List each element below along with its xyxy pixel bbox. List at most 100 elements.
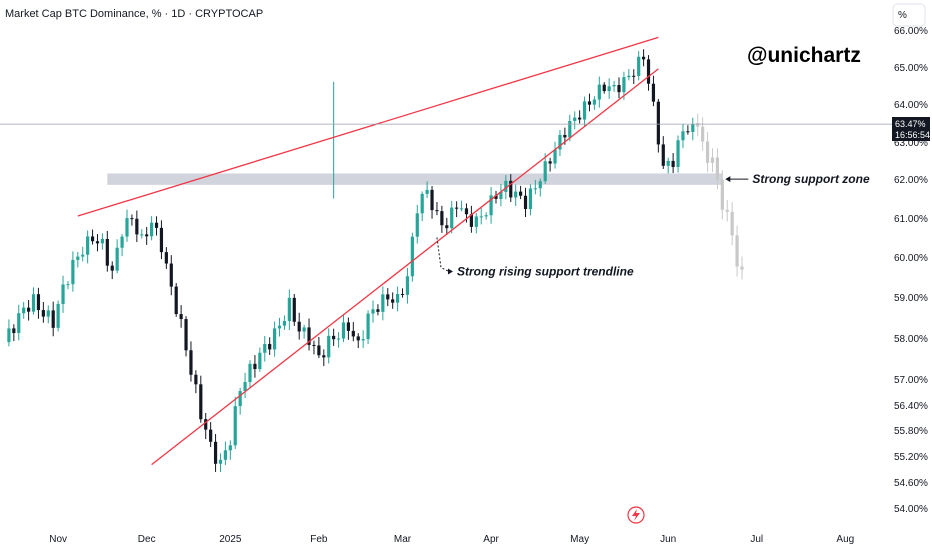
- candle: [420, 191, 424, 221]
- candle: [548, 157, 552, 172]
- candle: [204, 412, 208, 440]
- candle: [179, 305, 183, 328]
- candle: [533, 179, 537, 195]
- candle: [400, 288, 405, 298]
- candle: [356, 333, 360, 349]
- projected-candle: [720, 170, 724, 220]
- candle: [632, 69, 636, 85]
- candle: [213, 434, 218, 472]
- projected-candle: [730, 202, 734, 246]
- candle: [602, 82, 606, 94]
- candle: [95, 234, 100, 252]
- candle: [154, 216, 159, 236]
- y-tick-label: 65.00%: [894, 63, 928, 74]
- candle: [386, 288, 390, 307]
- y-tick-label: 55.20%: [894, 452, 928, 463]
- candle: [430, 186, 434, 219]
- axis-layer: 66.00% 65.00% 64.00% 63.00% 62.00% 61.00% 60.0…: [0, 26, 928, 545]
- watermark-handle: @unichartz: [747, 44, 861, 67]
- candle: [573, 111, 577, 130]
- candle: [194, 370, 198, 394]
- candle: [514, 184, 518, 206]
- candle: [617, 77, 621, 99]
- candle: [233, 396, 237, 450]
- candle: [61, 275, 65, 313]
- projected-candle: [740, 256, 744, 280]
- candle: [425, 181, 429, 198]
- x-tick-label: Mar: [394, 534, 412, 545]
- projected-candle: [715, 148, 719, 190]
- x-tick-label: Dec: [138, 534, 156, 545]
- candle: [243, 372, 247, 399]
- candle: [327, 328, 331, 364]
- candle: [405, 267, 410, 304]
- candle: [90, 229, 95, 245]
- y-tick-label: 56.40%: [894, 401, 928, 412]
- candle: [322, 349, 326, 367]
- projected-candle: [735, 225, 739, 277]
- candle: [671, 153, 675, 174]
- projected-candle: [701, 117, 705, 151]
- candle: [592, 96, 596, 110]
- trendline-lower: [151, 68, 659, 466]
- candle: [228, 440, 232, 460]
- percent-scale-button[interactable]: %: [892, 3, 926, 27]
- candle: [312, 340, 316, 355]
- y-tick-label: 55.80%: [894, 426, 928, 437]
- candle: [71, 251, 75, 292]
- candle: [410, 232, 414, 282]
- candle: [110, 261, 114, 280]
- y-tick-label: 66.00%: [894, 26, 928, 37]
- y-tick-label: 64.00%: [894, 100, 928, 111]
- trendline-upper: [77, 36, 659, 217]
- candle: [159, 220, 164, 260]
- projection-layer: [696, 113, 744, 280]
- lightning-icon[interactable]: [627, 506, 645, 524]
- support-zone-label: Strong support zone: [752, 172, 870, 186]
- candle: [661, 136, 665, 169]
- x-tick-label: Jul: [750, 534, 763, 545]
- candle: [346, 317, 350, 340]
- candle: [523, 187, 528, 218]
- candle: [336, 332, 341, 348]
- candle: [459, 200, 464, 212]
- candle: [607, 78, 611, 99]
- candle: [637, 51, 641, 81]
- candle: [302, 324, 306, 339]
- candle: [627, 69, 631, 81]
- candle: [100, 233, 104, 250]
- candle: [282, 315, 287, 330]
- candle: [66, 281, 70, 290]
- candle: [445, 217, 449, 236]
- y-tick-label: 54.60%: [894, 478, 928, 489]
- candle: [17, 304, 21, 341]
- candle: [115, 239, 119, 274]
- candle: [174, 282, 178, 317]
- candle: [332, 328, 336, 346]
- candle: [568, 114, 572, 142]
- candle: [509, 174, 513, 203]
- candle: [371, 300, 375, 323]
- candle: [469, 205, 473, 233]
- candle: [125, 209, 129, 242]
- candle: [317, 337, 321, 359]
- candle: [681, 123, 685, 149]
- candle: [27, 299, 31, 321]
- trendline-pointer: [436, 237, 450, 272]
- candle: [651, 75, 656, 107]
- y-tick-label: 57.00%: [894, 375, 928, 386]
- candle: [238, 387, 242, 415]
- candle: [396, 286, 400, 312]
- y-tick-label: 61.00%: [894, 214, 928, 225]
- candle: [41, 301, 45, 323]
- candle: [307, 318, 311, 351]
- candle: [538, 178, 542, 197]
- candle: [22, 301, 26, 319]
- candle: [351, 322, 355, 342]
- candle: [553, 141, 557, 169]
- percent-scale-label: %: [898, 10, 907, 21]
- candle: [587, 93, 592, 112]
- candle: [120, 233, 124, 257]
- candle: [489, 186, 493, 224]
- candle: [543, 153, 547, 184]
